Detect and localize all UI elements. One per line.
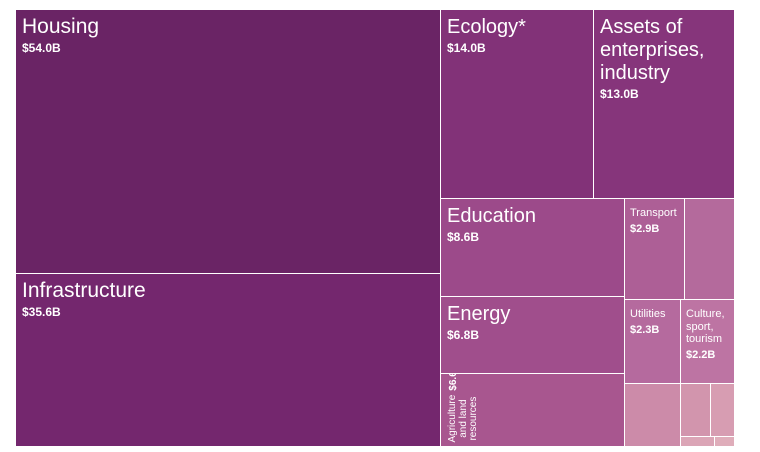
tile-value: $2.9B	[630, 222, 660, 235]
tile-text-group: Assets of enterprises, industry $13.0B	[600, 16, 728, 101]
tile-text-group: Education $8.6B	[447, 205, 618, 244]
tile-value: $13.0B	[600, 87, 639, 101]
tile-label: Energy	[447, 303, 511, 325]
treemap-tile: Assets of enterprises, industry $13.0B	[594, 10, 735, 199]
tile-value: $8.6B	[447, 230, 480, 244]
tile-value: $2.2B	[686, 348, 716, 361]
treemap-tile: Housing $54.0B	[16, 10, 441, 274]
tile-label: Culture, sport, tourism	[686, 308, 725, 346]
tile-label: Ecology*	[447, 16, 526, 38]
treemap-tile	[625, 384, 681, 447]
rotated-label-group: Agriculture and land resources $6.6B	[447, 374, 480, 442]
tile-value: $54.0B	[22, 41, 61, 56]
treemap-tile	[711, 384, 735, 437]
tile-text-group: Culture, sport, tourism $2.2B	[686, 308, 731, 361]
tile-text-group: Infrastructure $35.6B	[22, 279, 146, 319]
treemap-tile	[681, 384, 711, 437]
tile-text-group: Utilities $2.3B	[630, 308, 677, 336]
treemap-tile: Utilities $2.3B	[625, 300, 681, 384]
treemap-tile: Ecology* $14.0B	[441, 10, 594, 199]
tile-value: $35.6B	[22, 305, 61, 320]
tile-label: Assets of enterprises, industry	[600, 16, 705, 84]
tile-label: Housing	[22, 15, 100, 38]
treemap-tile	[715, 437, 735, 447]
treemap-tile: Transport $2.9B	[625, 199, 685, 300]
tile-label: Education	[447, 205, 536, 227]
tile-value: $14.0B	[447, 41, 486, 55]
treemap-tile: Education $8.6B	[441, 199, 625, 297]
treemap-tile: Agriculture and land resources $6.6B	[441, 374, 625, 447]
tile-text-group: Housing $54.0B	[22, 15, 99, 55]
tile-value: $6.6B	[448, 374, 459, 391]
tile-label: Utilities	[630, 308, 666, 320]
tile-value: $2.3B	[630, 323, 660, 336]
tile-text-group: Energy $6.8B	[447, 303, 618, 342]
treemap-tile	[681, 437, 715, 447]
tile-label: Transport	[630, 207, 677, 219]
treemap-tile: Infrastructure $35.6B	[16, 274, 441, 447]
treemap-tile: Culture, sport, tourism $2.2B	[681, 300, 735, 384]
treemap-tile	[685, 199, 735, 300]
tile-label: Agriculture and land resources	[447, 394, 479, 442]
tile-text-group: Transport $2.9B	[630, 207, 681, 235]
treemap-tile: Energy $6.8B	[441, 297, 625, 374]
tile-label: Infrastructure	[22, 279, 146, 302]
tile-text-group: Ecology* $14.0B	[447, 16, 587, 55]
tile-value: $6.8B	[447, 328, 480, 342]
